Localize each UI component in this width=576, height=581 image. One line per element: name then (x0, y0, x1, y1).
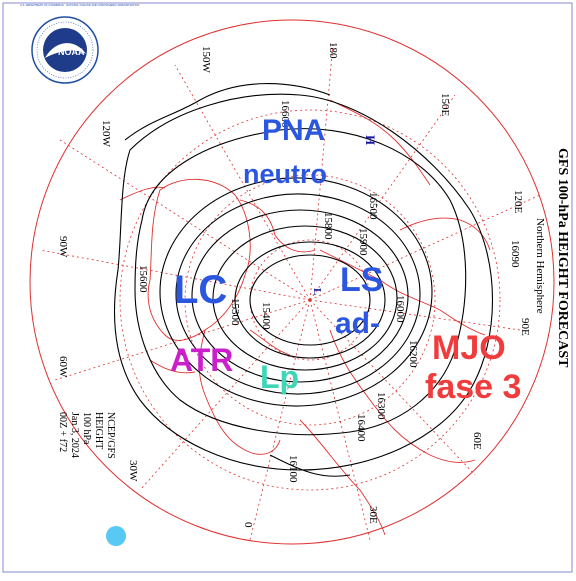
annotation-atr: ATR (170, 342, 233, 378)
longitude-label: 0 (242, 522, 254, 528)
marker-dot (106, 526, 126, 546)
map-title: GFS 100-hPa HEIGHT FORECAST (555, 148, 570, 368)
annotation-ad: ad- (335, 307, 380, 340)
meridian-grid (39, 43, 541, 541)
hemisphere-boundary (29, 19, 555, 545)
longitude-label: 60E (471, 432, 483, 450)
low-center-marker: L (311, 288, 323, 295)
annotation-mjo: MJO (432, 329, 506, 367)
annotation-ls: LS (340, 261, 383, 299)
longitude-label: 30W (127, 460, 139, 482)
contour-label: 15900 (357, 228, 369, 256)
contour-label: 16200 (407, 340, 419, 368)
info-line: HEIGHT (93, 412, 104, 450)
info-line: NCEP/GFS (105, 412, 116, 459)
logo-text: NOAA (58, 47, 85, 57)
contour-label: 16600 (279, 100, 291, 128)
annotation-mjo-phase: fase 3 (425, 368, 521, 406)
noaa-logo: NOAA U.S. DEPARTMENT OF COMMERCE · NATIO… (20, 3, 139, 84)
annotation-lp: Lp (260, 359, 299, 395)
contour-label: 15800 (322, 212, 334, 240)
contour-label: 16090 (509, 240, 521, 268)
contour-label: 16500 (367, 192, 379, 220)
coastlines (119, 99, 491, 536)
annotation-pna-phase: neutro (243, 159, 327, 189)
logo-ring-text: U.S. DEPARTMENT OF COMMERCE · NATIONAL O… (20, 3, 139, 7)
map-subtitle: Northern Hemisphere (534, 218, 546, 314)
longitude-label: 150W (200, 46, 212, 74)
annotation-pna: PNA (262, 114, 325, 147)
longitude-label: 90E (519, 318, 531, 336)
contour-label: 16000 (394, 295, 406, 323)
longitude-label: 120E (512, 190, 524, 214)
longitude-label: 180 (327, 42, 339, 59)
longitude-labels: 180 150W 120W 90W 60W 30W 0 30E 60E 90E … (57, 42, 531, 528)
info-line: 100 hPa (81, 412, 92, 445)
contour-label: 15600 (137, 265, 149, 293)
height-contours (113, 83, 493, 477)
product-info: NCEP/GFS HEIGHT 100 hPa Jan 3, 2024 00Z … (56, 412, 116, 459)
info-line: Jan 3, 2024 (69, 412, 80, 458)
contour-label: 16100 (287, 455, 299, 483)
longitude-label: 30E (367, 506, 379, 524)
longitude-label: 150E (439, 93, 451, 117)
contour-label: 15400 (260, 302, 272, 330)
contour-labels: 16500 15800 15900 16090 16000 16200 1630… (137, 100, 521, 483)
info-line: 00Z + f72 (57, 412, 68, 453)
high-center-marker: H (363, 135, 378, 145)
contour-label: 15300 (229, 298, 241, 326)
annotations: PNA neutro LC LS ad- MJO fase 3 ATR Lp (170, 114, 521, 406)
page-border (2, 2, 573, 573)
contour-label: 16300 (375, 392, 387, 420)
contour-label: 16400 (355, 414, 367, 442)
longitude-label: 120W (100, 120, 112, 148)
annotation-lc: LC (174, 268, 227, 312)
longitude-label: 90W (57, 236, 69, 258)
longitude-label: 60W (57, 356, 69, 378)
